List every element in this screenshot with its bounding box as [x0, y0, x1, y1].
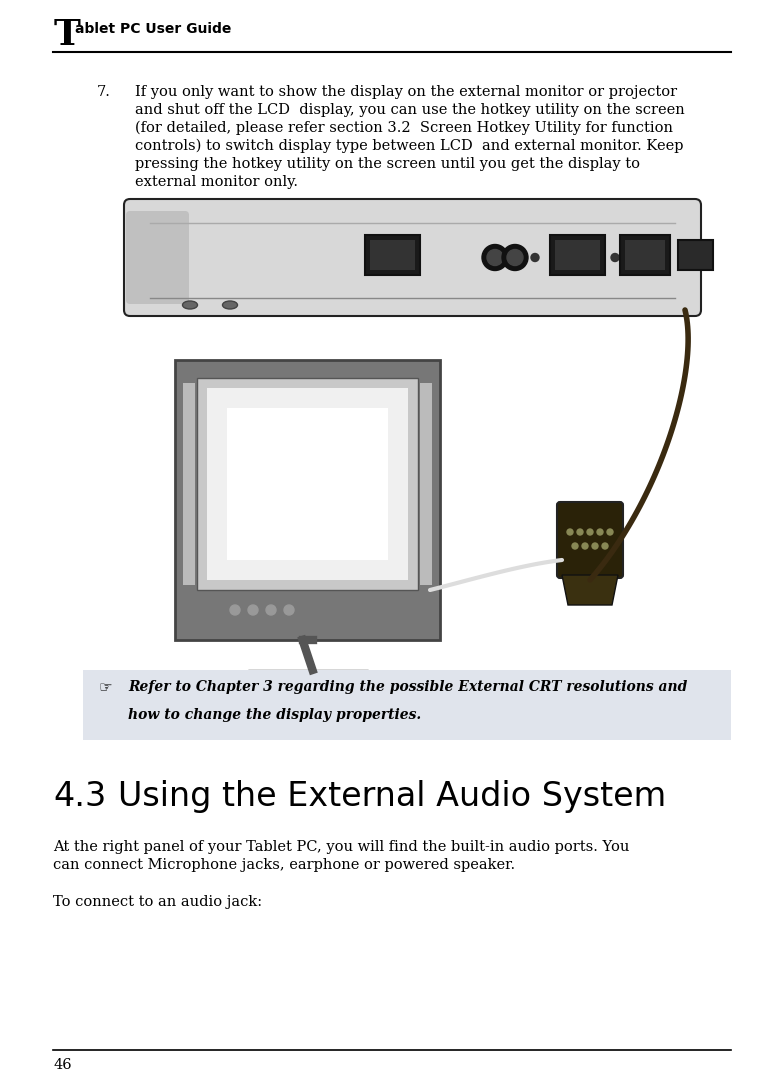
Text: 4.3: 4.3 — [53, 780, 107, 812]
Circle shape — [531, 254, 539, 261]
FancyBboxPatch shape — [124, 199, 701, 316]
Text: T: T — [53, 18, 80, 52]
Ellipse shape — [183, 301, 198, 309]
Text: controls) to switch display type between LCD  and external monitor. Keep: controls) to switch display type between… — [135, 139, 683, 153]
Bar — [550, 235, 605, 275]
Circle shape — [577, 529, 583, 535]
Text: If you only want to show the display on the external monitor or projector: If you only want to show the display on … — [135, 85, 677, 99]
Circle shape — [487, 249, 503, 265]
Circle shape — [482, 245, 508, 271]
Text: 46: 46 — [53, 1058, 72, 1073]
FancyBboxPatch shape — [126, 211, 189, 304]
Text: To connect to an audio jack:: To connect to an audio jack: — [53, 894, 263, 909]
Text: At the right panel of your Tablet PC, you will find the built-in audio ports. Yo: At the right panel of your Tablet PC, yo… — [53, 839, 629, 853]
Circle shape — [587, 529, 593, 535]
Text: and shut off the LCD  display, you can use the hotkey utility on the screen: and shut off the LCD display, you can us… — [135, 103, 684, 117]
Text: how to change the display properties.: how to change the display properties. — [129, 708, 422, 722]
Bar — [175, 360, 440, 640]
Bar — [678, 240, 713, 270]
Bar — [207, 388, 408, 581]
Ellipse shape — [222, 301, 237, 309]
Bar — [620, 235, 670, 275]
Text: (for detailed, please refer section 3.2  Screen Hotkey Utility for function: (for detailed, please refer section 3.2 … — [135, 121, 673, 135]
Bar — [365, 235, 420, 275]
Circle shape — [602, 543, 608, 549]
Text: 7.: 7. — [97, 85, 110, 99]
Circle shape — [582, 543, 588, 549]
Circle shape — [572, 543, 578, 549]
Circle shape — [284, 605, 294, 615]
Bar — [370, 240, 415, 270]
Polygon shape — [562, 575, 618, 605]
Bar — [83, 670, 731, 740]
Text: ablet PC User Guide: ablet PC User Guide — [75, 22, 231, 36]
Circle shape — [230, 605, 240, 615]
Text: pressing the hotkey utility on the screen until you get the display to: pressing the hotkey utility on the scree… — [135, 158, 639, 170]
Circle shape — [507, 249, 523, 265]
Text: Using the External Audio System: Using the External Audio System — [118, 780, 667, 812]
Circle shape — [266, 605, 276, 615]
Circle shape — [611, 254, 619, 261]
Circle shape — [607, 529, 613, 535]
Bar — [247, 670, 368, 688]
Circle shape — [592, 543, 598, 549]
Text: Refer to Chapter 3 regarding the possible External CRT resolutions and: Refer to Chapter 3 regarding the possibl… — [129, 680, 688, 694]
Circle shape — [567, 529, 573, 535]
Bar — [227, 408, 388, 560]
Text: ☞: ☞ — [98, 680, 112, 695]
Bar — [197, 378, 418, 590]
Bar — [420, 383, 432, 585]
Circle shape — [248, 605, 258, 615]
Bar — [555, 240, 600, 270]
Circle shape — [597, 529, 603, 535]
Bar — [625, 240, 665, 270]
Bar — [183, 383, 195, 585]
Text: external monitor only.: external monitor only. — [135, 175, 298, 189]
Text: can connect Microphone jacks, earphone or powered speaker.: can connect Microphone jacks, earphone o… — [53, 858, 515, 872]
FancyBboxPatch shape — [557, 502, 623, 578]
Circle shape — [502, 245, 528, 271]
